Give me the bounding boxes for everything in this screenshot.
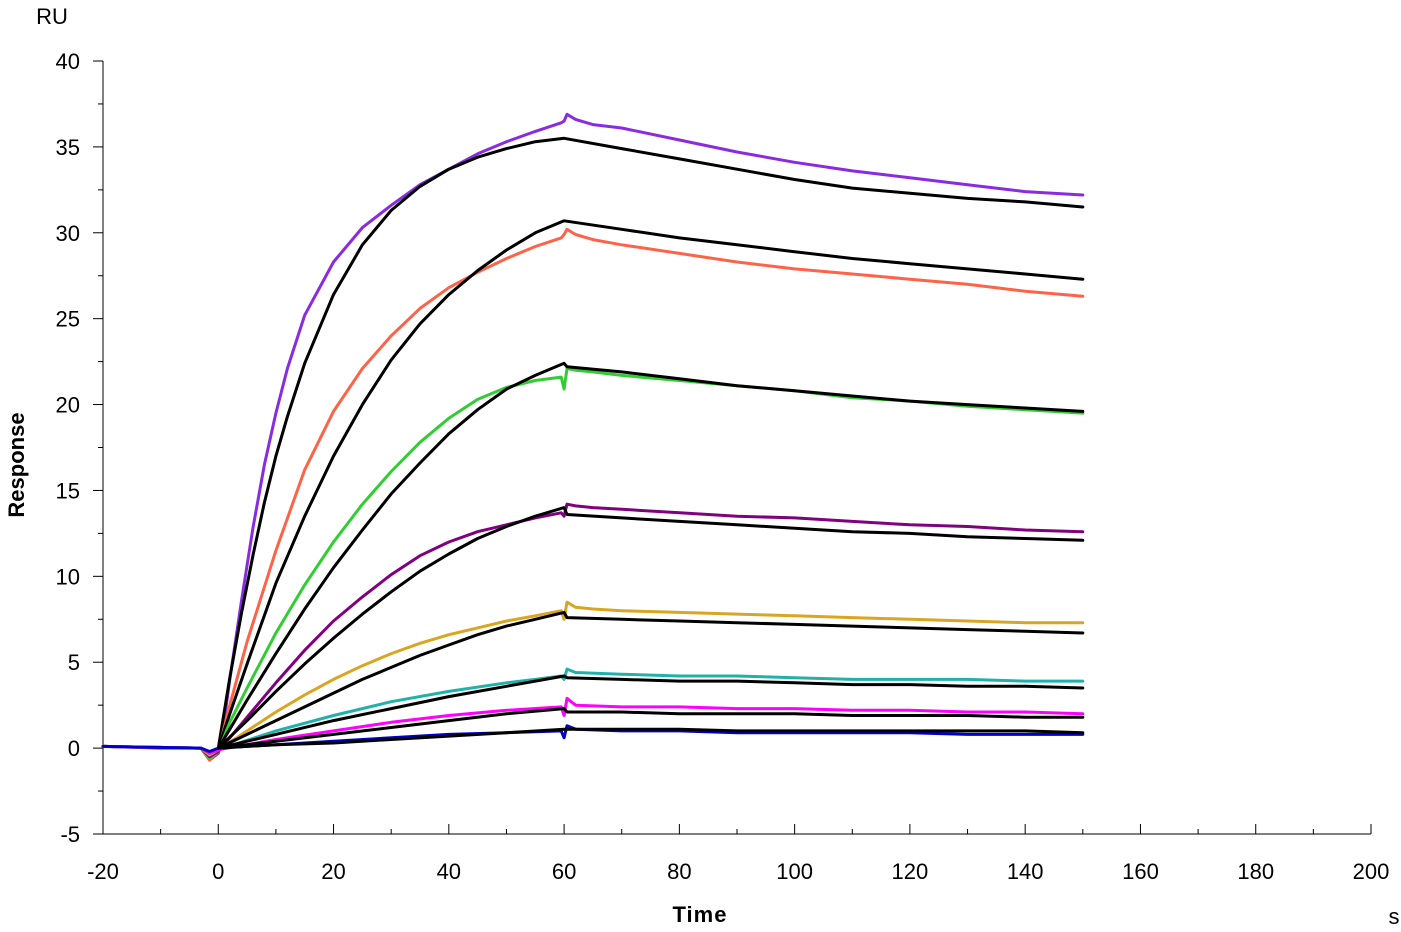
- x-tick-label: 40: [437, 859, 461, 884]
- fit-curve-line: [216, 610, 1085, 750]
- y-unit-label: RU: [36, 4, 68, 29]
- x-tick-label: 20: [321, 859, 345, 884]
- x-unit-label: s: [1389, 904, 1400, 929]
- fit-curve-line: [216, 136, 1085, 750]
- x-tick-label: 60: [552, 859, 576, 884]
- fit-curve-line: [216, 707, 1085, 750]
- x-tick-label: 180: [1237, 859, 1274, 884]
- response-curve-line: [101, 227, 1085, 762]
- x-tick-label: 0: [212, 859, 224, 884]
- response-curve-line: [101, 667, 1085, 755]
- y-tick-label: 25: [56, 307, 80, 332]
- x-tick-label: -20: [87, 859, 119, 884]
- x-tick-label: 80: [667, 859, 691, 884]
- y-tick-label: -5: [60, 822, 80, 847]
- fit-curve-line: [216, 219, 1085, 750]
- response-curve-line: [101, 112, 1085, 762]
- response-curve-line: [101, 600, 1085, 757]
- y-tick-label: 30: [56, 221, 80, 246]
- ticks: -20 0 20 40 60 80 100 120 140 160 180 200 -5 0 5 10 15 20…: [56, 49, 1390, 884]
- x-axis-title: Time: [673, 902, 728, 927]
- y-tick-label: 5: [68, 650, 80, 675]
- x-tick-label: 120: [892, 859, 929, 884]
- x-tick-label: 140: [1007, 859, 1044, 884]
- y-axis-title: Response: [4, 412, 29, 517]
- y-tick-label: 20: [56, 393, 80, 418]
- y-tick-label: 0: [68, 736, 80, 761]
- response-curve-line: [101, 502, 1085, 759]
- y-tick-label: 15: [56, 478, 80, 503]
- x-tick-label: 160: [1122, 859, 1159, 884]
- axes: [102, 61, 1371, 835]
- fit-curve-line: [216, 674, 1085, 750]
- y-tick-label: 40: [56, 49, 80, 74]
- x-tick-label: 200: [1353, 859, 1390, 884]
- y-tick-label: 35: [56, 135, 80, 160]
- x-tick-label: 100: [776, 859, 813, 884]
- series-layer: [101, 112, 1085, 762]
- fit-curve-line: [216, 361, 1085, 750]
- fit-curve-line: [216, 506, 1085, 750]
- y-tick-label: 10: [56, 564, 80, 589]
- fit-curve-line: [216, 727, 1085, 750]
